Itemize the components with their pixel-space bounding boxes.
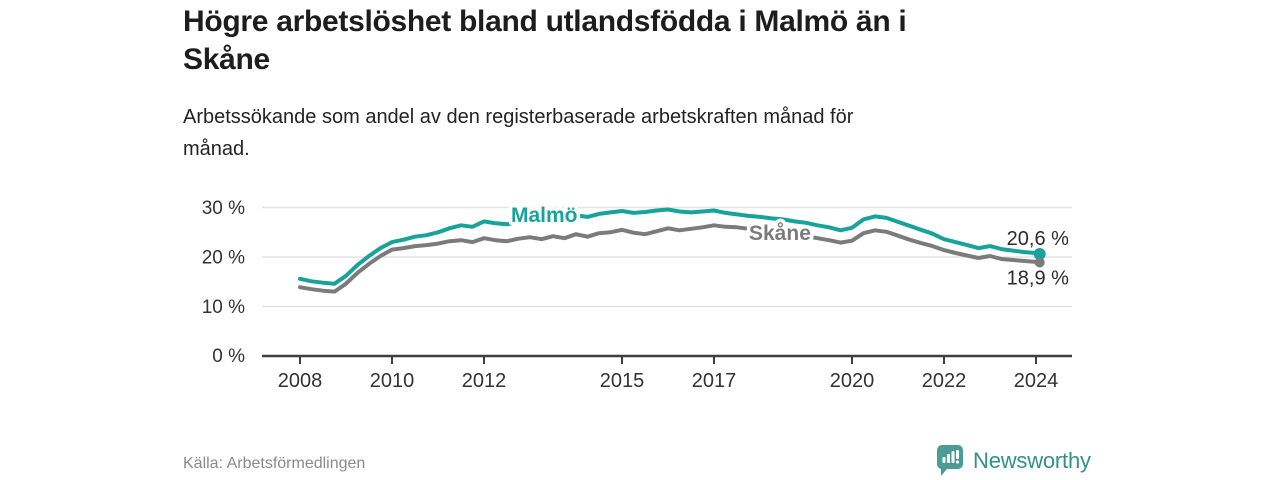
badge-bars-icon [942, 450, 959, 464]
x-tick-label: 2024 [1014, 370, 1059, 392]
brand-name: Newsworthy [973, 447, 1091, 473]
x-tick-label: 2008 [278, 370, 323, 392]
series-line-skane [298, 223, 1042, 294]
y-tick-label: 20 % [202, 248, 245, 269]
series-label-skane: Skåne [749, 222, 811, 245]
title-line-1: Högre arbetslöshet bland utlandsfödda i … [183, 5, 907, 38]
series-line-malmo [298, 207, 1042, 286]
chart-subtitle: Arbetssökande som andel av den registerb… [183, 101, 1083, 165]
x-tick-label: 2010 [370, 370, 415, 392]
source-note: Källa: Arbetsförmedlingen [183, 455, 366, 472]
subtitle-line-1: Arbetssökande som andel av den registerb… [183, 106, 854, 128]
title-line-2: Skåne [183, 43, 270, 76]
series-end-label-skane: 18,9 % [1007, 267, 1069, 289]
y-tick-label: 10 % [202, 297, 245, 318]
x-tick-label: 2012 [462, 370, 507, 392]
x-tick-label: 2020 [830, 370, 875, 392]
page-title: Högre arbetslöshet bland utlandsfödda i … [183, 3, 1143, 79]
y-tick-label: 30 % [202, 198, 245, 219]
series-end-dot-skane [1034, 257, 1045, 268]
newsworthy-badge-icon [937, 445, 963, 476]
x-tick-label: 2022 [922, 370, 967, 392]
series-end-dot-malmo [1033, 248, 1046, 261]
brand-logo: Newsworthy [936, 444, 1091, 477]
subtitle-line-2: månad. [183, 138, 250, 160]
x-tick-label: 2015 [600, 370, 645, 392]
series-label-malmo: Malmö [511, 204, 578, 227]
x-tick-label: 2017 [692, 370, 737, 392]
y-tick-label: 0 % [212, 346, 245, 367]
series-end-label-malmo: 20,6 % [1007, 228, 1069, 250]
